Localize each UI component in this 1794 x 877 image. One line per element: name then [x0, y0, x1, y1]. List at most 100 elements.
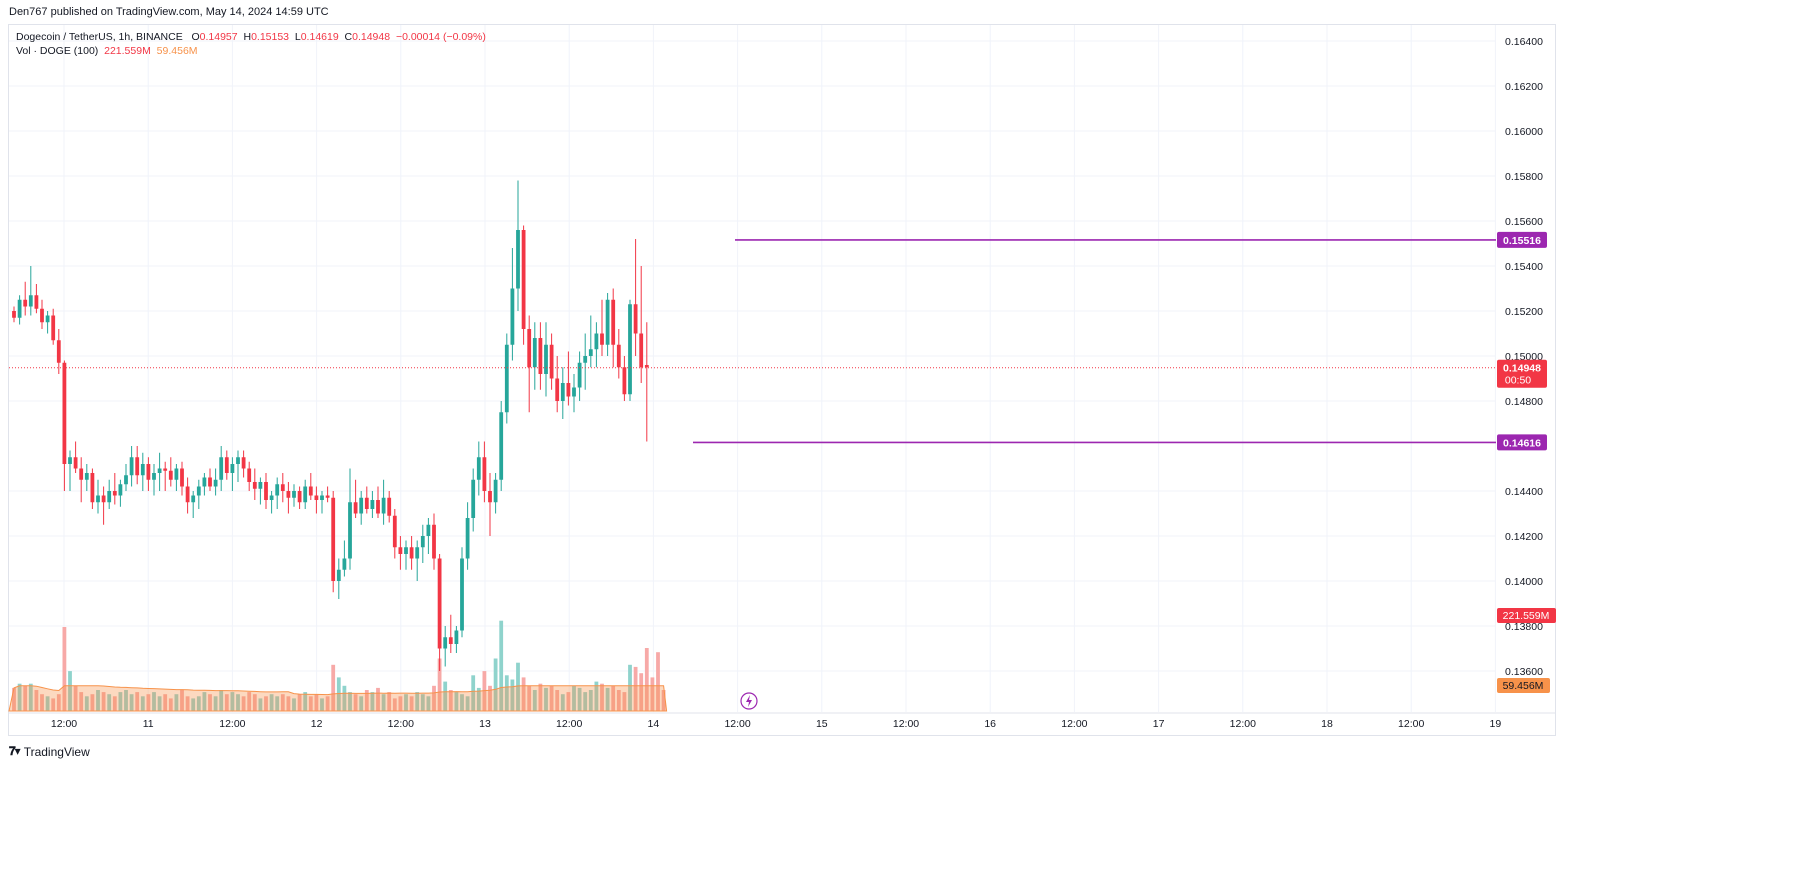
candle-body: [510, 288, 515, 345]
candle: [79, 457, 84, 503]
candle-body: [90, 473, 95, 503]
x-tick-label: 12:00: [556, 718, 582, 730]
candle: [454, 626, 459, 653]
candle-body: [460, 558, 464, 631]
volume-bar: [544, 687, 548, 711]
y-tick-label: 0.15600: [1505, 216, 1543, 228]
candle-body: [342, 558, 347, 570]
candle: [23, 281, 28, 316]
volume-bar: [532, 690, 537, 711]
candle-body: [521, 230, 526, 329]
candle: [633, 239, 638, 356]
symbol-legend: Dogecoin / TetherUS, 1h, BINANCE O0.1495…: [16, 31, 486, 43]
volume-bar: [236, 694, 240, 711]
candle: [460, 547, 464, 638]
volume-bar: [516, 662, 520, 711]
candle: [191, 491, 196, 518]
x-tick-label: 12:00: [893, 718, 919, 730]
volume-bar: [348, 692, 352, 711]
candle: [504, 333, 509, 424]
y-tick-label: 0.15800: [1505, 171, 1543, 183]
candle-body: [275, 484, 280, 496]
candle: [107, 479, 112, 509]
volume-bar: [140, 696, 145, 711]
candle: [622, 356, 627, 401]
x-tick-label: 12:00: [1230, 718, 1256, 730]
close-value: 0.14948: [352, 31, 391, 43]
open-label: O: [191, 31, 200, 43]
candle: [426, 518, 431, 554]
candle-body: [348, 502, 352, 559]
candle: [236, 450, 240, 482]
volume-bar: [84, 696, 89, 711]
volume-bar: [521, 677, 526, 711]
candle-body: [471, 479, 476, 518]
candle-body: [387, 497, 392, 516]
volume-bar: [168, 698, 173, 711]
volume-bar: [488, 685, 492, 711]
candle: [471, 468, 476, 532]
x-tick-label: 18: [1321, 718, 1333, 730]
candle-body: [112, 491, 117, 496]
volume-bar: [448, 690, 453, 711]
candle-body: [476, 457, 481, 480]
volume-bar: [622, 692, 627, 711]
candle-body: [488, 491, 492, 503]
volume-bar: [628, 664, 632, 711]
volume-bar: [79, 692, 84, 711]
candle: [140, 452, 145, 491]
candle: [359, 491, 364, 525]
candle-body: [213, 479, 218, 487]
candle: [185, 477, 190, 514]
candle: [628, 299, 632, 401]
candle: [12, 306, 16, 323]
volume-bar: [560, 694, 565, 711]
candle-body: [465, 518, 470, 559]
candle-body: [426, 524, 431, 536]
candle-body: [331, 497, 336, 581]
candle: [84, 464, 89, 491]
candle-body: [208, 477, 212, 487]
candle-body: [308, 486, 313, 496]
volume-bar: [180, 690, 184, 711]
y-tick-label: 0.14800: [1505, 396, 1543, 408]
volume-bar: [577, 687, 582, 711]
volume-bar: [409, 696, 414, 711]
volume-bar: [258, 698, 263, 711]
candle-body: [174, 468, 179, 480]
candle: [465, 502, 470, 570]
candle: [258, 477, 263, 505]
candle-body: [180, 468, 184, 487]
candle-body: [504, 344, 509, 413]
candle-body: [135, 457, 140, 476]
volume-bar: [381, 694, 386, 711]
volume-ma-value: 59.456M: [156, 45, 198, 57]
candle: [68, 450, 72, 491]
volume-bar: [247, 692, 252, 711]
candle-body: [124, 475, 128, 485]
candle-body: [191, 495, 196, 503]
candle: [577, 351, 582, 401]
candle: [409, 536, 414, 570]
volume-bar: [135, 692, 140, 711]
candle-body: [588, 349, 593, 356]
volume-bar: [661, 690, 666, 711]
volume-bar: [129, 694, 134, 711]
volume-bar: [163, 694, 168, 711]
candle: [157, 452, 162, 491]
candle-body: [258, 482, 263, 489]
candle: [488, 473, 492, 536]
candle-body: [432, 524, 436, 559]
price-chart[interactable]: 0.16400 0.16200 0.16000 0.15800 0.15600 0.154…: [0, 0, 1568, 767]
candle-body: [600, 333, 604, 345]
volume-bar: [476, 687, 481, 711]
candle: [583, 333, 588, 390]
candle-body: [493, 479, 498, 503]
volume-bar: [504, 675, 509, 711]
candle-body: [364, 497, 369, 509]
tradingview-brand[interactable]: 𝟕▾ TradingView: [9, 744, 90, 759]
candle: [62, 360, 67, 491]
candle: [224, 450, 229, 480]
candle-body: [202, 477, 207, 487]
candle-body: [594, 333, 599, 350]
